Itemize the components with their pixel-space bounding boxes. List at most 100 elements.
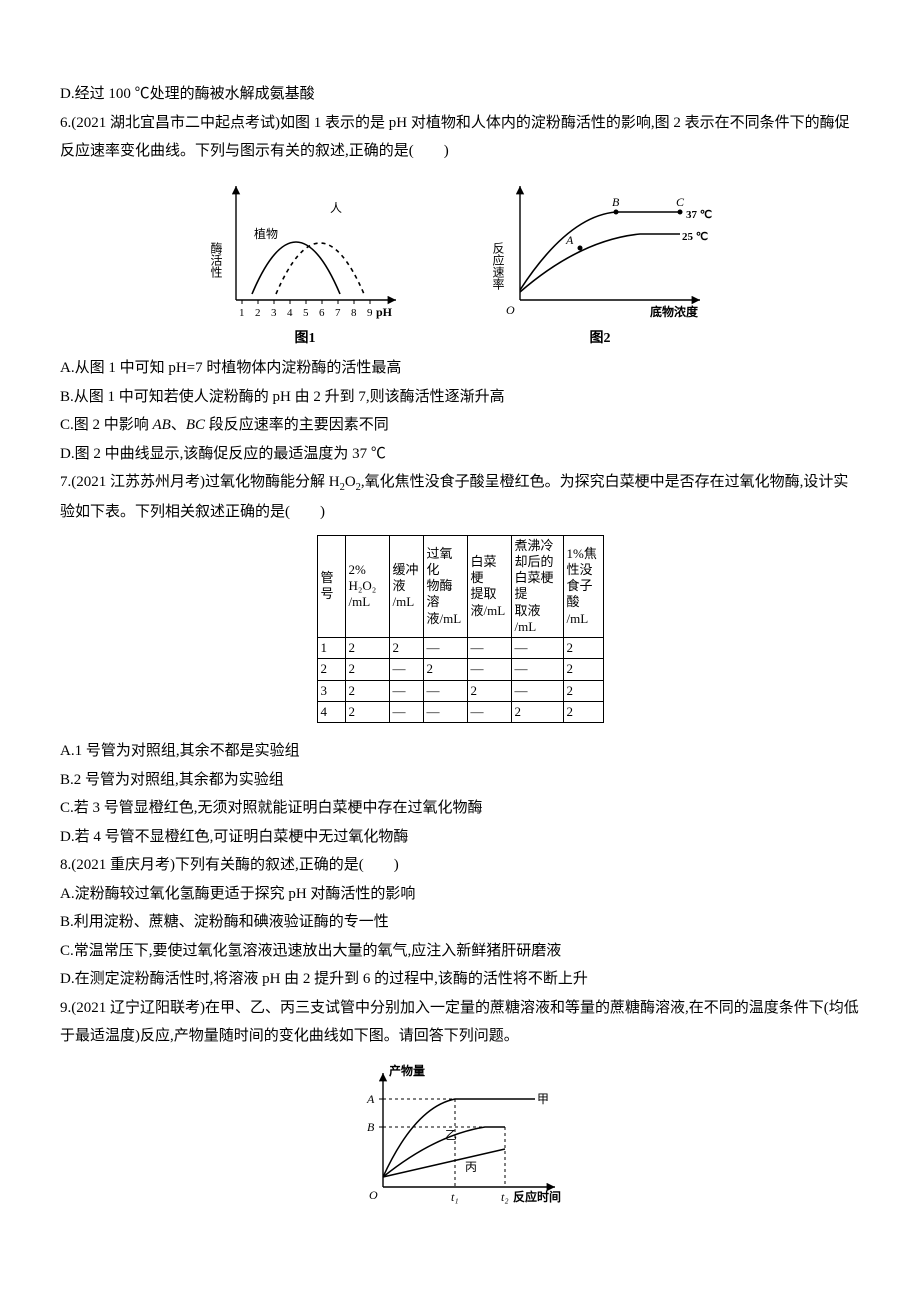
fig2-caption: 图2 [590, 326, 611, 353]
option-d: D.经过 100 ℃处理的酶被水解成氨基酸 [60, 80, 860, 109]
svg-text:5: 5 [303, 307, 309, 319]
table-cell: 2 [563, 701, 603, 722]
svg-text:反应时间: 反应时间 [513, 1189, 561, 1204]
table-row: 32——2—2 [317, 680, 603, 701]
table-cell: 1 [317, 638, 345, 659]
table-cell: — [423, 638, 467, 659]
table-cell: — [511, 638, 563, 659]
table-cell: — [511, 680, 563, 701]
q7-option-a: A.1 号管为对照组,其余不都是实验组 [60, 737, 860, 766]
table-cell: — [423, 701, 467, 722]
svg-text:B: B [367, 1120, 375, 1134]
svg-text:产物量: 产物量 [389, 1063, 425, 1078]
fig1-svg: 酶活性植物人123456789pH [200, 172, 410, 322]
svg-text:丙: 丙 [465, 1160, 477, 1174]
table-cell: — [511, 659, 563, 680]
q7-table-wrap: 管号2%H₂O₂/mL缓冲液/mL过氧化物酶溶液/mL白菜梗提取液/mL煮沸冷却… [60, 535, 860, 724]
q6-c-pre: C.图 2 中影响 [60, 417, 153, 433]
q8-option-c: C.常温常压下,要使过氧化氢溶液迅速放出大量的氧气,应注入新鲜猪肝研磨液 [60, 937, 860, 966]
svg-text:2: 2 [255, 307, 261, 319]
q8-option-b: B.利用淀粉、蔗糖、淀粉酶和碘液验证酶的专一性 [60, 908, 860, 937]
table-row: 22—2——2 [317, 659, 603, 680]
svg-text:底物浓度: 底物浓度 [650, 304, 699, 319]
q7-option-b: B.2 号管为对照组,其余都为实验组 [60, 766, 860, 795]
q6-figures: 酶活性植物人123456789pH 图1 反应速率O底物浓度ABC37 ℃25 … [60, 172, 860, 353]
table-header: 煮沸冷却后的白菜梗提取液/mL [511, 535, 563, 638]
table-cell: 2 [345, 638, 389, 659]
svg-text:25 ℃: 25 ℃ [682, 231, 708, 243]
svg-text:O: O [506, 303, 515, 317]
svg-text:A: A [366, 1092, 375, 1106]
table-cell: 2 [317, 659, 345, 680]
svg-text:37 ℃: 37 ℃ [686, 209, 712, 221]
svg-text:9: 9 [367, 307, 373, 319]
svg-text:7: 7 [335, 307, 341, 319]
table-cell: 2 [563, 680, 603, 701]
table-cell: — [389, 659, 423, 680]
svg-text:3: 3 [271, 307, 277, 319]
svg-text:pH: pH [376, 305, 393, 319]
svg-text:t₂: t₂ [501, 1190, 509, 1204]
table-cell: 2 [389, 638, 423, 659]
fig3-svg: 产物量O反应时间AB甲乙丙t₁t₂ [345, 1057, 575, 1217]
table-cell: 2 [511, 701, 563, 722]
q6-option-b: B.从图 1 中可知若使人淀粉酶的 pH 由 2 升到 7,则该酶活性逐渐升高 [60, 383, 860, 412]
svg-text:8: 8 [351, 307, 357, 319]
table-cell: — [389, 701, 423, 722]
table-cell: 2 [345, 701, 389, 722]
table-cell: 2 [345, 659, 389, 680]
q6-option-d: D.图 2 中曲线显示,该酶促反应的最适温度为 37 ℃ [60, 440, 860, 469]
q6-c-post: 段反应速率的主要因素不同 [205, 417, 389, 433]
svg-text:乙: 乙 [445, 1128, 457, 1142]
q6-option-a: A.从图 1 中可知 pH=7 时植物体内淀粉酶的活性最高 [60, 354, 860, 383]
table-cell: — [389, 680, 423, 701]
table-cell: — [423, 680, 467, 701]
table-cell: — [467, 701, 511, 722]
table-cell: 2 [563, 638, 603, 659]
table-row: 42———22 [317, 701, 603, 722]
q7-stem-a: 7.(2021 江苏苏州月考)过氧化物酶能分解 H [60, 474, 340, 490]
svg-text:6: 6 [319, 307, 325, 319]
table-cell: 3 [317, 680, 345, 701]
q7-stem: 7.(2021 江苏苏州月考)过氧化物酶能分解 H2O2,氧化焦性没食子酸呈橙红… [60, 468, 860, 526]
q6-c-bc: BC [186, 417, 205, 433]
table-header: 过氧化物酶溶液/mL [423, 535, 467, 638]
table-cell: 2 [467, 680, 511, 701]
table-cell: 4 [317, 701, 345, 722]
q6-option-c: C.图 2 中影响 AB、BC 段反应速率的主要因素不同 [60, 411, 860, 440]
svg-text:A: A [565, 233, 574, 247]
q6-c-ab: AB [153, 417, 171, 433]
table-row: 122———2 [317, 638, 603, 659]
svg-text:4: 4 [287, 307, 293, 319]
q7-option-d: D.若 4 号管不显橙红色,可证明白菜梗中无过氧化物酶 [60, 823, 860, 852]
q7-table: 管号2%H₂O₂/mL缓冲液/mL过氧化物酶溶液/mL白菜梗提取液/mL煮沸冷却… [317, 535, 604, 724]
svg-text:人: 人 [330, 201, 342, 215]
svg-text:C: C [676, 195, 685, 209]
table-header: 1%焦性没食子酸/mL [563, 535, 603, 638]
svg-text:反应速率: 反应速率 [491, 241, 505, 289]
svg-text:O: O [369, 1188, 378, 1202]
svg-text:甲: 甲 [537, 1092, 549, 1106]
q6-c-sep: 、 [171, 417, 186, 433]
table-header: 2%H₂O₂/mL [345, 535, 389, 638]
table-header: 管号 [317, 535, 345, 638]
q7-option-c: C.若 3 号管显橙红色,无须对照就能证明白菜梗中存在过氧化物酶 [60, 794, 860, 823]
q7-o: O [345, 474, 356, 490]
svg-text:植物: 植物 [254, 226, 278, 241]
q9-stem: 9.(2021 辽宁辽阳联考)在甲、乙、丙三支试管中分别加入一定量的蔗糖溶液和等… [60, 994, 860, 1051]
q8-option-d: D.在测定淀粉酶活性时,将溶液 pH 由 2 提升到 6 的过程中,该酶的活性将… [60, 965, 860, 994]
table-cell: 2 [423, 659, 467, 680]
q8-stem: 8.(2021 重庆月考)下列有关酶的叙述,正确的是( ) [60, 851, 860, 880]
svg-text:酶活性: 酶活性 [209, 240, 223, 278]
table-cell: — [467, 638, 511, 659]
fig1-caption: 图1 [295, 326, 316, 353]
q6-stem: 6.(2021 湖北宜昌市二中起点考试)如图 1 表示的是 pH 对植物和人体内… [60, 109, 860, 166]
table-header: 白菜梗提取液/mL [467, 535, 511, 638]
figure-2: 反应速率O 底物浓度 A B C37 ℃ 25 ℃ 图2 [480, 172, 720, 353]
table-cell: — [467, 659, 511, 680]
table-cell: 2 [563, 659, 603, 680]
fig2-svg: 反应速率O 底物浓度 A B C37 ℃ 25 ℃ [480, 172, 720, 322]
q8-option-a: A.淀粉酶较过氧化氢酶更适于探究 pH 对酶活性的影响 [60, 880, 860, 909]
table-cell: 2 [345, 680, 389, 701]
svg-text:B: B [612, 195, 620, 209]
